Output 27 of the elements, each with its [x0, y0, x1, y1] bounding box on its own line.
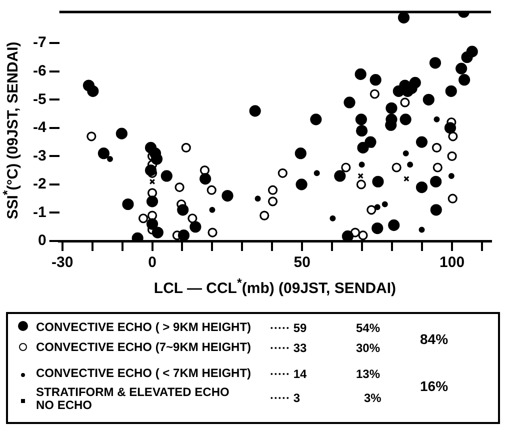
x-tick-label: -30: [51, 254, 74, 272]
y-tick-label: -3: [32, 147, 46, 164]
x-tick-label: 50: [294, 254, 310, 272]
y-tick-label: -7: [32, 34, 46, 52]
text: 54%: [356, 321, 380, 335]
x-tick-label: 0: [148, 254, 156, 272]
x-tick-label: 100: [440, 254, 465, 272]
text: 16%: [420, 378, 448, 394]
y-tick-label: -5: [32, 90, 46, 108]
legend-label: CONVECTIVE ECHO ( < 7KM HEIGHT): [36, 366, 252, 380]
y-tick-label: -6: [32, 62, 46, 80]
text: ····· 33: [270, 341, 307, 355]
text: 3%: [364, 391, 382, 405]
y-tick-label: -4: [32, 119, 47, 136]
text: 84%: [420, 331, 448, 347]
legend-label: STRATIFORM & ELEVATED ECHO NO ECHO: [36, 385, 230, 412]
y-tick-label: -2: [32, 176, 46, 193]
text: ····· 59: [270, 321, 307, 335]
text: ····· 3: [270, 391, 300, 405]
y-tick-label: 0: [38, 232, 46, 250]
legend-label: CONVECTIVE ECHO (7~9KM HEIGHT): [36, 340, 252, 354]
y-tick-label: -1: [32, 204, 46, 221]
legend-label: CONVECTIVE ECHO ( > 9KM HEIGHT): [36, 320, 252, 334]
text: 30%: [356, 341, 380, 355]
x-axis-title: LCL — CCL$^{*}$(mb) (09JST, SENDAI): [152, 276, 398, 297]
text: ····· 14: [270, 367, 307, 381]
text: 13%: [356, 367, 380, 381]
